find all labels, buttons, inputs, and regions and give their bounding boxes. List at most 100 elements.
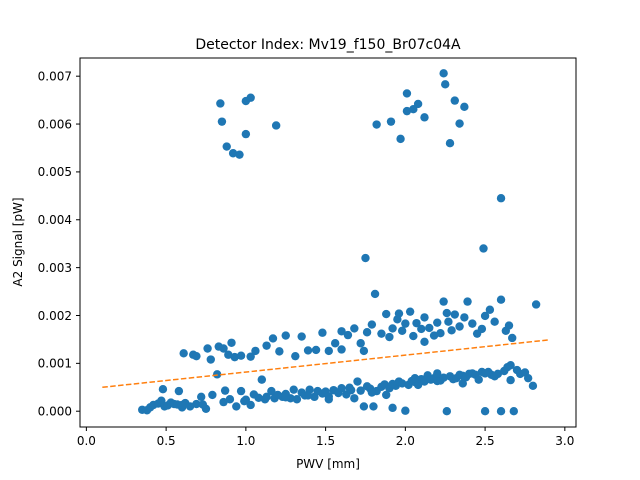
data-point — [197, 392, 206, 402]
data-point — [460, 313, 469, 322]
data-point — [367, 320, 377, 329]
data-point — [203, 344, 212, 353]
data-point — [410, 373, 420, 383]
data-point — [439, 69, 448, 78]
data-point — [311, 345, 321, 355]
y-tick-label: 0.006 — [38, 117, 72, 131]
data-point — [251, 346, 260, 356]
data-point — [386, 117, 396, 126]
data-point — [496, 407, 506, 416]
data-point — [257, 375, 267, 384]
y-tick-label: 0.007 — [38, 69, 72, 83]
data-point — [442, 407, 452, 416]
data-point — [260, 395, 270, 404]
data-point — [401, 406, 410, 415]
data-point — [405, 307, 415, 316]
data-point — [397, 379, 407, 388]
data-point — [468, 319, 477, 328]
data-point — [479, 244, 488, 253]
data-point — [227, 338, 236, 347]
data-point — [208, 390, 217, 400]
y-tick-label: 0.005 — [38, 165, 72, 179]
data-point — [382, 309, 391, 319]
data-point — [506, 361, 515, 370]
data-point — [439, 373, 448, 382]
data-point — [262, 341, 271, 350]
data-point — [455, 322, 464, 331]
data-point — [246, 93, 255, 102]
data-point — [433, 318, 442, 327]
data-point — [508, 333, 517, 343]
data-point — [292, 395, 302, 404]
chart-title: Detector Index: Mv19_f150_Br07c04A — [195, 37, 461, 53]
data-point — [225, 395, 235, 404]
data-point — [216, 99, 225, 108]
data-point — [353, 377, 362, 386]
data-point — [444, 317, 453, 326]
data-point — [303, 391, 313, 400]
data-point — [359, 402, 369, 411]
data-point — [442, 308, 452, 318]
data-point — [447, 326, 456, 335]
data-point — [241, 129, 251, 139]
x-tick-label: 1.0 — [236, 434, 255, 448]
data-point — [480, 407, 490, 416]
x-tick-label: 2.5 — [476, 434, 495, 448]
data-point — [394, 309, 404, 318]
data-point — [318, 328, 327, 337]
data-point — [528, 381, 538, 391]
data-point — [420, 313, 429, 322]
data-point — [271, 121, 281, 130]
data-point — [523, 373, 533, 383]
data-point — [337, 327, 346, 336]
x-tick-label: 2.0 — [396, 434, 415, 448]
data-point — [420, 377, 429, 386]
data-point — [433, 369, 442, 378]
data-point — [281, 331, 290, 340]
data-point — [281, 393, 290, 402]
data-point — [493, 369, 503, 379]
data-point — [496, 194, 506, 203]
data-point — [496, 295, 506, 304]
y-tick-label: 0.000 — [38, 405, 72, 419]
data-point — [179, 349, 188, 358]
data-point — [220, 386, 230, 395]
data-point — [230, 352, 239, 362]
data-point — [217, 117, 227, 126]
data-point — [206, 355, 215, 364]
data-point — [385, 332, 394, 342]
data-point — [275, 347, 284, 356]
data-point — [441, 80, 450, 89]
data-point — [192, 399, 201, 409]
data-point — [268, 334, 278, 343]
data-point — [455, 119, 464, 128]
data-point — [330, 339, 340, 348]
data-point — [370, 289, 380, 299]
data-point — [509, 407, 518, 416]
data-point — [228, 149, 238, 158]
data-point — [388, 324, 397, 333]
data-point — [372, 120, 381, 129]
data-point — [397, 326, 407, 335]
data-point — [324, 346, 333, 356]
x-axis: 0.0 0.5 1.0 1.5 2.0 2.5 3.0 — [77, 427, 574, 448]
data-point — [267, 386, 276, 396]
y-tick-label: 0.001 — [38, 357, 72, 371]
data-point — [219, 397, 228, 407]
data-point — [246, 400, 255, 410]
data-point — [401, 319, 410, 328]
data-point — [198, 400, 207, 409]
data-point — [236, 351, 246, 360]
data-point — [356, 386, 365, 395]
data-point — [474, 375, 483, 384]
data-point — [337, 384, 346, 393]
data-point — [480, 311, 490, 321]
data-point — [177, 400, 187, 410]
data-point — [409, 331, 418, 341]
data-point — [425, 323, 434, 333]
data-point — [450, 96, 459, 105]
data-point — [297, 332, 306, 341]
data-point — [235, 150, 244, 159]
data-point — [420, 337, 429, 347]
data-point — [477, 324, 487, 334]
